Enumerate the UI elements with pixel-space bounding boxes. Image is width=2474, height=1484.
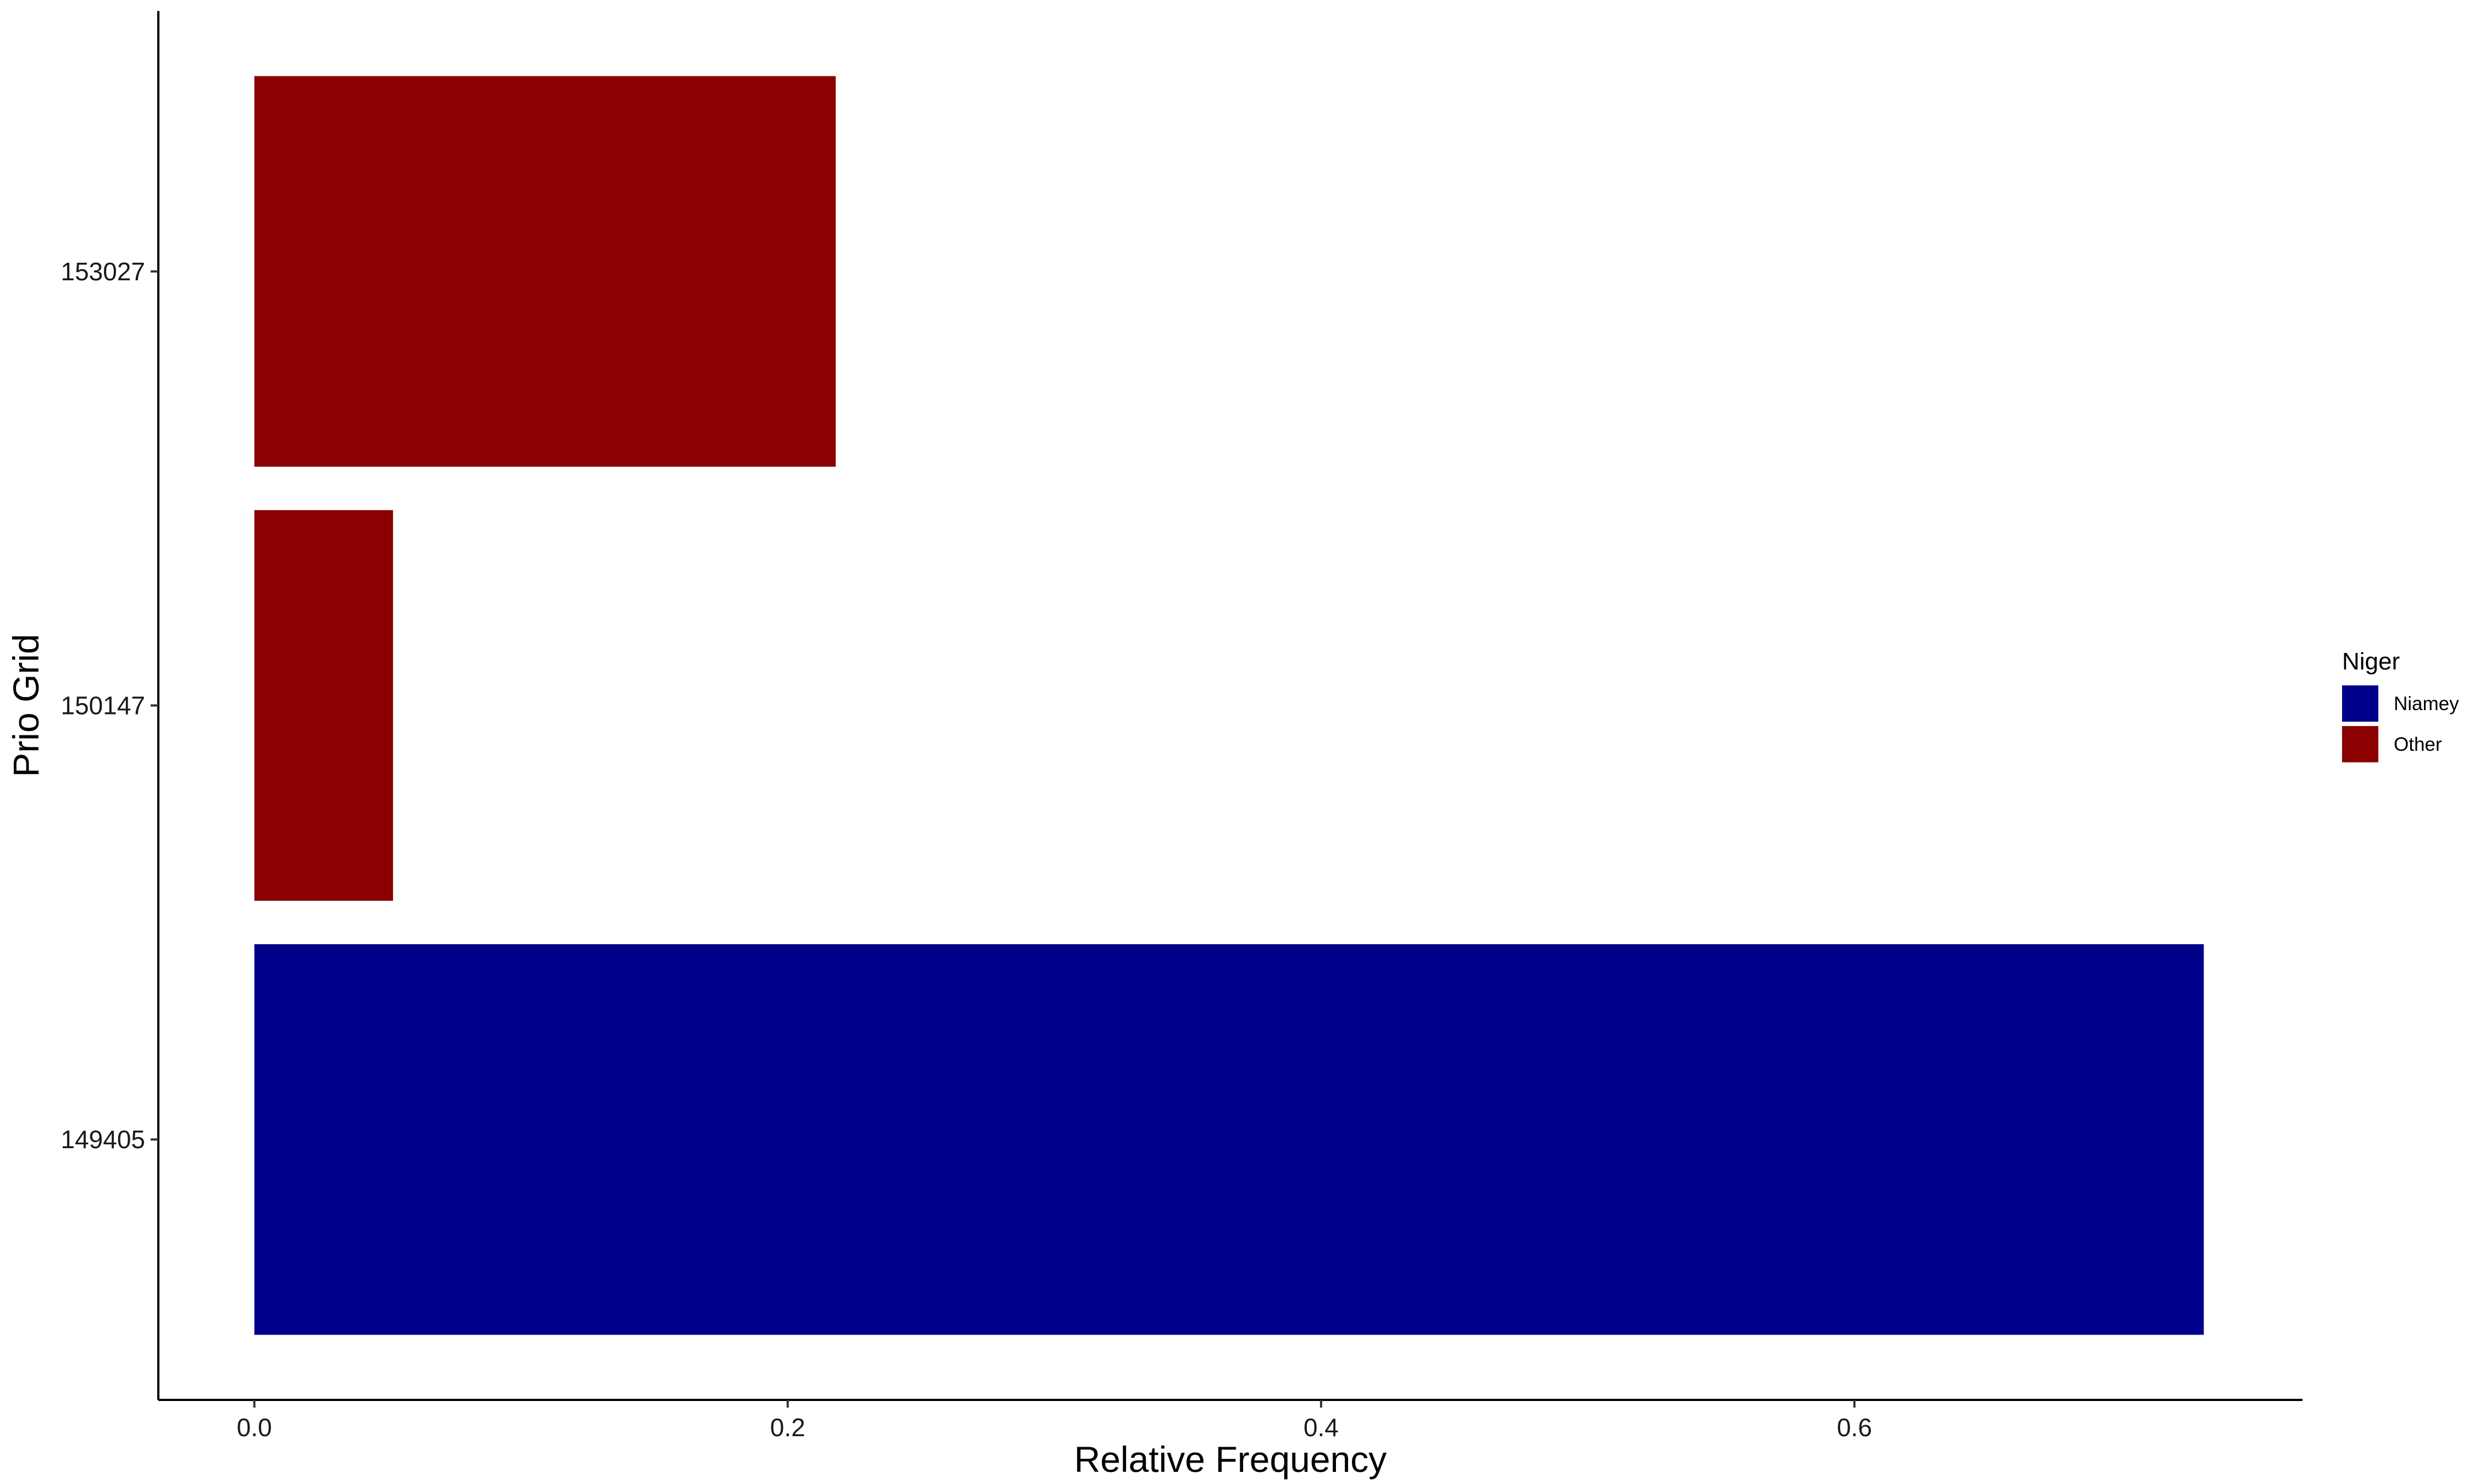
y-tick-label-149405: 149405 (61, 1125, 146, 1154)
legend-label-niamey: Niamey (2394, 693, 2459, 715)
y-axis-title: Prio Grid (5, 634, 46, 777)
bars-group (254, 76, 2204, 1335)
y-tick-label-150147: 150147 (61, 691, 146, 720)
legend-key-other (2342, 726, 2378, 762)
bar-149405 (254, 944, 2204, 1335)
x-axis-ticks: 0.0 0.2 0.4 0.6 (237, 1400, 1872, 1442)
y-axis-ticks: 149405 150147 153027 (61, 257, 158, 1154)
bar-153027 (254, 76, 836, 467)
bar-150147 (254, 510, 393, 901)
legend: Niger Niamey Other (2342, 648, 2459, 762)
y-tick-label-153027: 153027 (61, 257, 146, 286)
x-tick-label-0.0: 0.0 (237, 1413, 272, 1442)
legend-label-other: Other (2394, 734, 2442, 755)
x-axis-title: Relative Frequency (1074, 1439, 1387, 1480)
legend-key-niamey (2342, 685, 2378, 722)
legend-title: Niger (2342, 648, 2400, 675)
x-tick-label-0.2: 0.2 (770, 1413, 805, 1442)
x-tick-label-0.4: 0.4 (1304, 1413, 1339, 1442)
x-tick-label-0.6: 0.6 (1837, 1413, 1872, 1442)
